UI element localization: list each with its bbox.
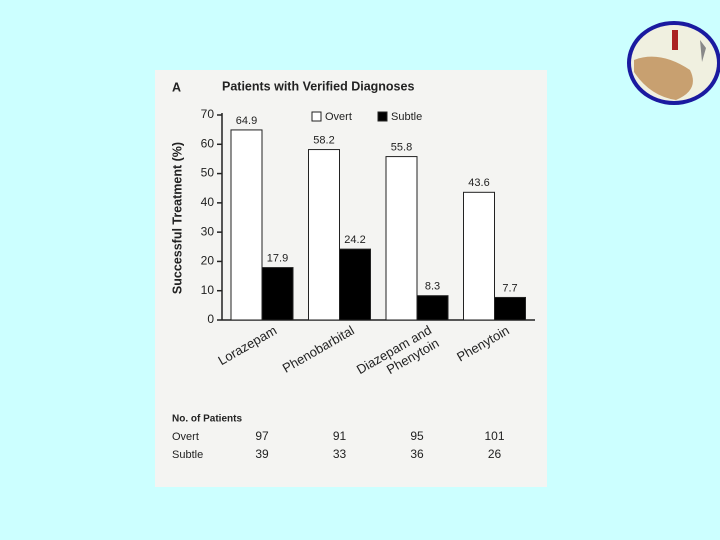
table-cell: 33 <box>333 447 347 461</box>
bar <box>261 267 294 321</box>
y-tick-label: 20 <box>201 254 215 268</box>
y-axis-label: Successful Treatment (%) <box>170 142 184 294</box>
data-label: 58.2 <box>313 134 334 146</box>
y-tick-label: 30 <box>201 224 215 238</box>
table-row-label: Subtle <box>172 449 203 461</box>
data-label: 24.2 <box>344 234 365 246</box>
data-label: 17.9 <box>267 252 288 264</box>
legend-swatch <box>377 111 388 122</box>
table-cell: 101 <box>484 429 504 443</box>
y-tick-label: 50 <box>201 166 215 180</box>
table-cell: 26 <box>488 447 502 461</box>
table-cell: 36 <box>410 447 424 461</box>
table-row-label: Overt <box>172 431 199 443</box>
y-tick-label: 10 <box>201 283 215 297</box>
legend-label: Overt <box>325 111 352 123</box>
bar <box>385 156 418 321</box>
table-cell: 91 <box>333 429 347 443</box>
y-tick-label: 40 <box>201 195 215 209</box>
y-tick-label: 0 <box>207 312 214 326</box>
table-cell: 95 <box>410 429 424 443</box>
y-tick-label: 60 <box>201 136 215 150</box>
data-label: 55.8 <box>391 141 412 153</box>
y-tick-label: 70 <box>201 107 215 121</box>
chart-title: Patients with Verified Diagnoses <box>222 79 414 93</box>
table-cell: 39 <box>255 447 269 461</box>
bar <box>230 129 263 321</box>
data-label: 43.6 <box>468 177 489 189</box>
table-cell: 97 <box>255 429 269 443</box>
data-label: 64.9 <box>236 115 257 127</box>
panel-label: A <box>172 80 181 94</box>
legend-swatch <box>311 111 322 122</box>
bar <box>494 296 526 321</box>
legend-label: Subtle <box>391 111 422 123</box>
bar <box>463 191 495 321</box>
bar <box>339 248 371 321</box>
table-title: No. of Patients <box>172 414 242 425</box>
bar <box>416 295 449 321</box>
bar <box>308 149 340 321</box>
data-label: 7.7 <box>502 282 517 294</box>
logo <box>627 21 720 105</box>
data-label: 8.3 <box>425 281 440 293</box>
